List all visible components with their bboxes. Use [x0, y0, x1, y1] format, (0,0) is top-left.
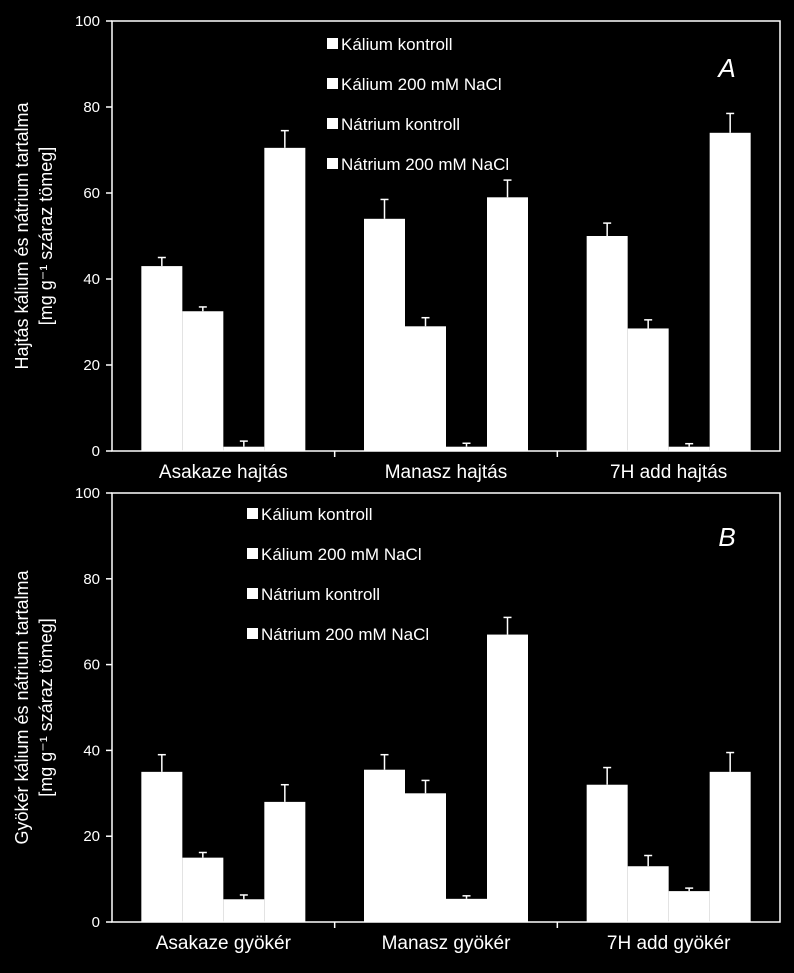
y-tick-label: 100 — [75, 13, 100, 30]
legend-swatch — [247, 628, 258, 639]
y-axis-label: Hajtás kálium és nátrium tartalma — [12, 101, 32, 369]
bar — [182, 857, 224, 922]
legend-entry-label: Kálium kontroll — [341, 35, 453, 54]
bar — [182, 311, 224, 451]
bar — [709, 771, 751, 922]
y-tick-label: 100 — [75, 485, 100, 502]
x-category-label: Manasz hajtás — [385, 462, 508, 483]
y-tick-label: 80 — [83, 571, 100, 588]
bar — [586, 784, 628, 922]
bar — [141, 266, 183, 451]
bar — [487, 634, 528, 922]
bar — [223, 899, 265, 922]
bar — [264, 147, 306, 451]
legend-swatch — [327, 118, 338, 129]
legend-swatch — [327, 158, 338, 169]
legend-swatch — [327, 38, 338, 49]
y-tick-label: 40 — [83, 271, 100, 288]
y-axis-unit-label: [mg g⁻¹ száraz tömeg] — [36, 147, 56, 326]
legend-entry-label: Nátrium 200 mM NaCl — [341, 155, 509, 174]
bar — [627, 866, 669, 922]
legend-entry-label: Kálium 200 mM NaCl — [341, 75, 502, 94]
panel-label: A — [716, 53, 735, 83]
bar — [446, 446, 487, 451]
bar — [446, 898, 487, 922]
x-category-label: Asakaze hajtás — [159, 462, 288, 483]
y-tick-label: 40 — [83, 742, 100, 759]
y-tick-label: 0 — [92, 914, 100, 931]
x-category-label: Manasz gyökér — [382, 933, 512, 954]
bar — [405, 793, 446, 922]
bar — [709, 132, 751, 452]
x-category-label: 7H add gyökér — [607, 933, 731, 954]
bar — [364, 769, 405, 922]
legend-swatch — [247, 508, 258, 519]
y-tick-label: 20 — [83, 828, 100, 845]
legend-swatch — [327, 78, 338, 89]
legend-entry-label: Kálium kontroll — [261, 505, 373, 524]
legend-swatch — [247, 588, 258, 599]
bar — [586, 236, 628, 451]
legend-entry-label: Nátrium kontroll — [261, 585, 380, 604]
bar — [264, 801, 306, 922]
legend-swatch — [247, 548, 258, 559]
bar — [487, 197, 528, 451]
y-axis-unit-label: [mg g⁻¹ száraz tömeg] — [36, 618, 56, 797]
y-tick-label: 60 — [83, 657, 100, 674]
bar — [141, 771, 183, 922]
legend-entry-label: Nátrium kontroll — [341, 115, 460, 134]
y-tick-label: 60 — [83, 185, 100, 202]
bar — [223, 446, 265, 451]
bar — [627, 328, 669, 451]
y-axis-label: Gyökér kálium és nátrium tartalma — [12, 569, 32, 844]
legend-entry-label: Nátrium 200 mM NaCl — [261, 625, 429, 644]
panel-label: B — [718, 522, 735, 552]
y-tick-label: 80 — [83, 99, 100, 116]
y-tick-label: 0 — [92, 443, 100, 460]
legend-entry-label: Kálium 200 mM NaCl — [261, 545, 422, 564]
x-category-label: Asakaze gyökér — [156, 933, 292, 954]
bar — [668, 891, 710, 922]
y-tick-label: 20 — [83, 357, 100, 374]
bar — [668, 446, 710, 451]
x-category-label: 7H add hajtás — [610, 462, 727, 483]
bar — [405, 326, 446, 451]
bar — [364, 218, 405, 451]
